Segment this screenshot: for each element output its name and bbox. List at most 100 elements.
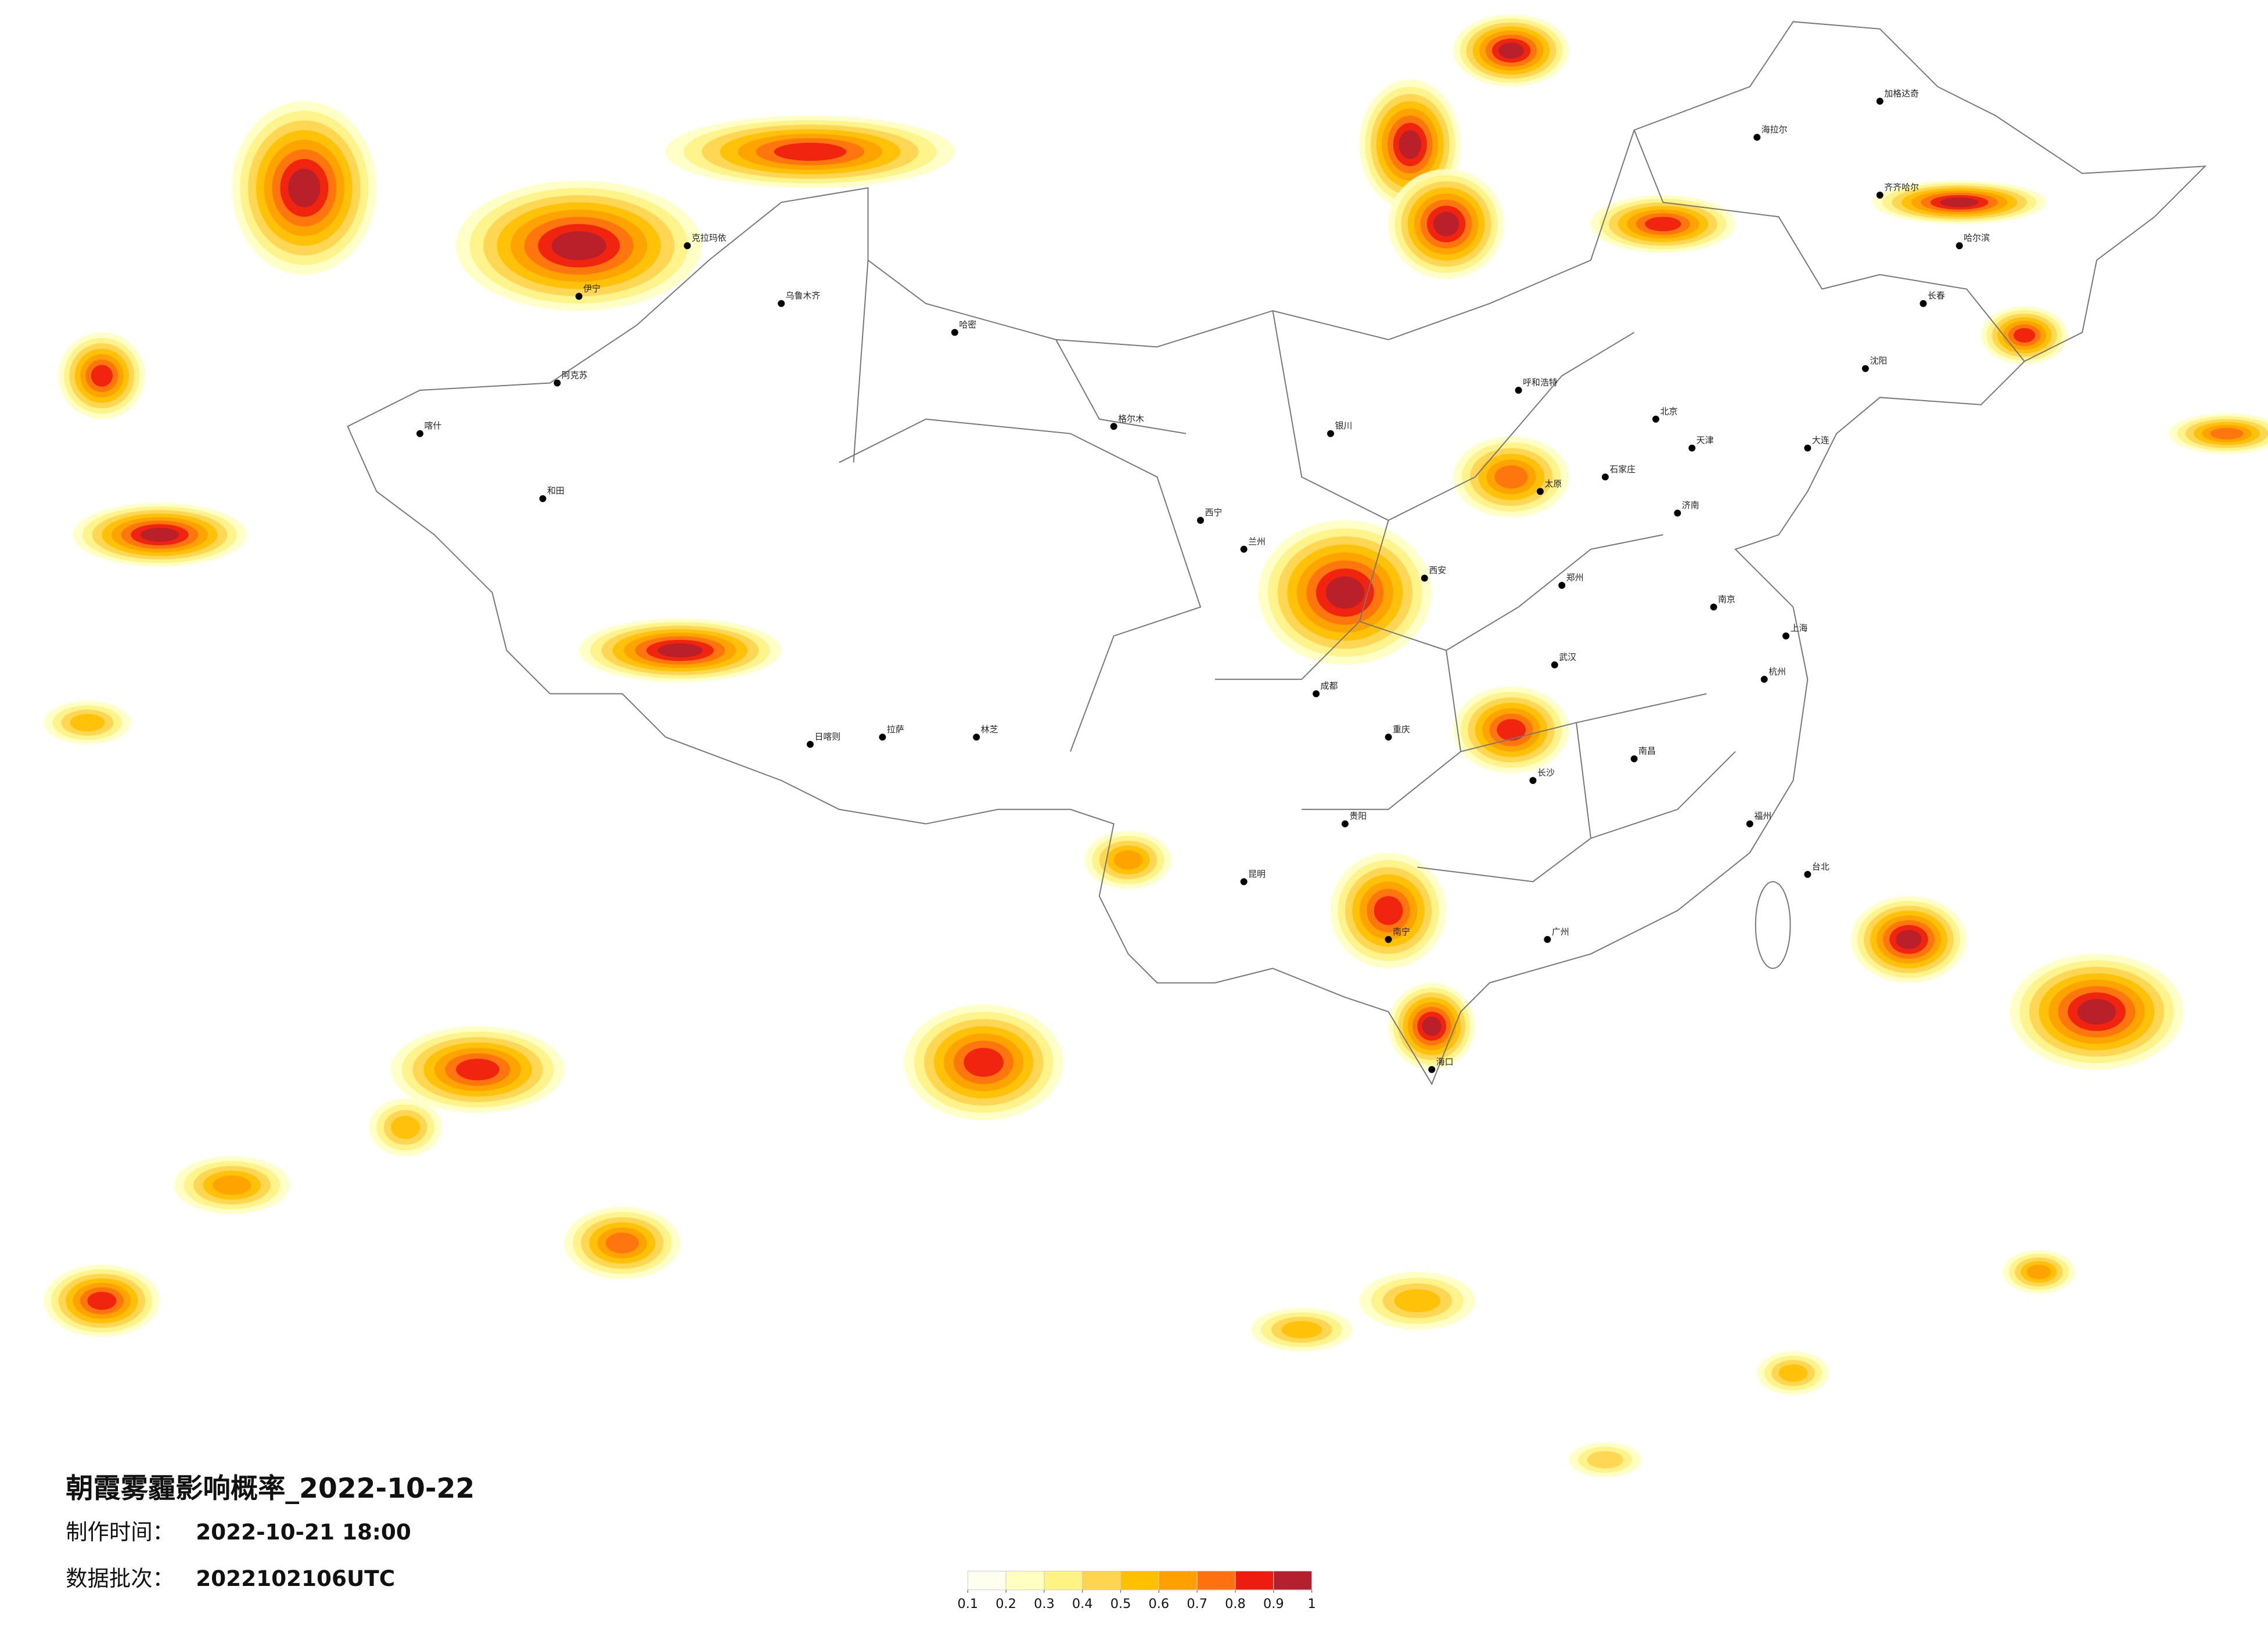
legend-swatch — [1044, 1570, 1083, 1591]
title: 朝霞雾霾影响概率_2022-10-22 — [66, 1473, 475, 1505]
field-patch — [1422, 1016, 1442, 1036]
field-patch — [1587, 1451, 1623, 1469]
city-dot — [1385, 733, 1392, 741]
city-dot — [539, 495, 547, 502]
legend-swatch — [1005, 1570, 1045, 1591]
city-dot — [1240, 878, 1248, 886]
field-patch — [1394, 1289, 1441, 1312]
city-dot — [1804, 870, 1811, 878]
city-dot — [807, 740, 814, 748]
city-dot — [553, 379, 561, 387]
city-label: 伊宁 — [583, 283, 601, 294]
legend-tick-label: 0.8 — [1225, 1596, 1246, 1611]
field-patch — [213, 1175, 251, 1195]
legend: 0.1 0.2 0.3 0.4 0.5 0.6 0.7 0.8 0.9 1 — [957, 1570, 1316, 1611]
city-label: 格尔木 — [1118, 413, 1144, 424]
city-dot — [1110, 423, 1117, 430]
data-batch-value: 2022102106UTC — [196, 1566, 395, 1591]
city-label: 西安 — [1429, 565, 1446, 575]
city-label: 成都 — [1321, 681, 1338, 691]
city-label: 兰州 — [1248, 536, 1266, 546]
city-label: 长春 — [1928, 290, 1945, 301]
field-patch — [2013, 328, 2036, 343]
field-patch — [1896, 930, 1922, 949]
city-dot — [1804, 444, 1811, 452]
city-label: 福州 — [1754, 811, 1771, 821]
field-patch — [1778, 1364, 1808, 1382]
city-label: 北京 — [1660, 406, 1677, 416]
city-label: 哈密 — [959, 319, 976, 330]
field-patch — [1281, 1321, 1322, 1339]
city-label: 郑州 — [1566, 573, 1584, 583]
field-patch — [2210, 427, 2244, 440]
city-label: 哈尔滨 — [1964, 233, 1990, 243]
field-patch — [87, 1292, 117, 1310]
city-dot — [1240, 545, 1248, 553]
field-patch — [657, 643, 703, 658]
city-label: 乌鲁木齐 — [786, 290, 821, 301]
city-label: 沈阳 — [1870, 355, 1887, 366]
city-dot — [1876, 98, 1884, 105]
city-dot — [1529, 777, 1537, 784]
field-patch — [1374, 896, 1403, 925]
city-dot — [1782, 632, 1789, 640]
field-patch — [1940, 197, 1979, 207]
city-label: 武汉 — [1559, 652, 1576, 662]
province-border — [839, 129, 2025, 883]
legend-swatch — [1273, 1570, 1313, 1591]
city-label: 齐齐哈尔 — [1884, 182, 1919, 193]
city-dot — [1197, 517, 1204, 524]
city-dot — [1674, 509, 1681, 517]
city-label: 南昌 — [1638, 746, 1656, 756]
legend-tick-label: 0.3 — [1034, 1596, 1055, 1611]
field-patch — [391, 1116, 420, 1139]
city-label: 广州 — [1552, 926, 1569, 937]
field-patch — [70, 714, 105, 732]
city-label: 济南 — [1682, 500, 1699, 510]
legend-swatch — [1082, 1570, 1122, 1591]
city-label: 银川 — [1335, 420, 1352, 431]
legend-tick-label: 0.4 — [1072, 1596, 1093, 1611]
city-label: 呼和浩特 — [1523, 377, 1558, 388]
data-batch-label: 数据批次： — [66, 1566, 174, 1591]
field-patch — [1497, 719, 1526, 741]
city-dot — [1688, 444, 1696, 452]
city-label: 台北 — [1812, 861, 1830, 872]
field-patch — [605, 1232, 639, 1254]
city-label: 加格达奇 — [1884, 88, 1919, 99]
legend-tick-label: 0.2 — [995, 1596, 1016, 1611]
field-patch — [1113, 850, 1143, 870]
city-dot — [1341, 820, 1349, 828]
city-label: 贵阳 — [1349, 811, 1367, 821]
city-dot — [684, 242, 691, 250]
field-patch — [1494, 465, 1528, 489]
city-label: 南京 — [1718, 594, 1735, 605]
city-label: 阿克苏 — [562, 370, 588, 380]
legend-swatch — [1158, 1570, 1198, 1591]
legend-swatch — [967, 1570, 1007, 1591]
field-patch — [2026, 1264, 2051, 1279]
city-dot — [1536, 488, 1544, 495]
legend-swatch — [1196, 1570, 1236, 1591]
city-dot — [1428, 1066, 1436, 1073]
city-dot — [1876, 192, 1884, 199]
field-patch — [1498, 42, 1525, 59]
field-patch — [91, 365, 113, 387]
city-dot — [1551, 661, 1558, 668]
field-patch — [1645, 217, 1681, 232]
city-dot — [416, 430, 423, 437]
city-label: 南宁 — [1393, 926, 1410, 937]
field-patch — [140, 527, 179, 542]
city-label: 上海 — [1790, 623, 1807, 634]
city-dot — [778, 300, 785, 307]
city-dot — [1861, 365, 1869, 372]
city-label: 喀什 — [424, 420, 441, 431]
city-label: 天津 — [1696, 435, 1714, 445]
city-label: 石家庄 — [1609, 464, 1636, 474]
borders — [347, 21, 2207, 1085]
legend-tick-label: 0.6 — [1149, 1596, 1170, 1611]
city-label: 日喀则 — [814, 731, 840, 742]
city-dot — [1515, 387, 1522, 394]
